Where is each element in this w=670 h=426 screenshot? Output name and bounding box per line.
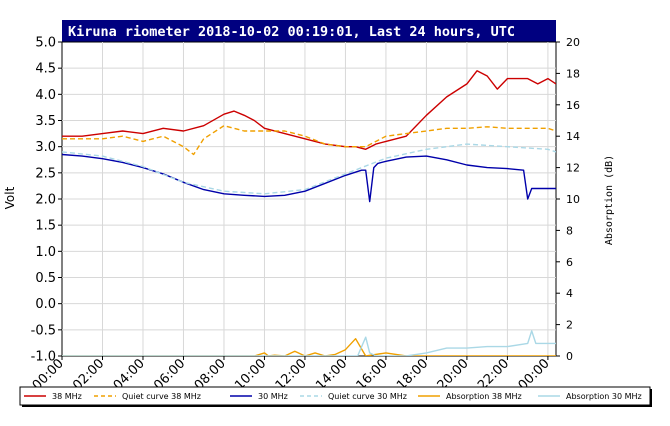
y2-tick-label: 18 [566,67,580,80]
y2-tick-label: 16 [566,99,580,112]
y2-tick-label: 14 [566,130,580,143]
y2-tick-label: 4 [566,287,573,300]
legend-entry: 38 MHz [52,392,82,401]
y2-tick-label: 8 [566,224,573,237]
y-tick-label: 2.0 [35,193,56,208]
y-axis-label: Volt [3,186,17,209]
y2-tick-label: 20 [566,36,580,49]
legend-entry: Quiet curve 30 MHz [328,392,407,401]
y2-tick-label: 6 [566,256,573,269]
y-axis-left: -1.0 -0.5 0.0 0.5 1.0 1.5 2.0 2.5 3.0 3.5 4.0 4.5 5.… [31,36,62,365]
y2-axis-label: Absorption (dB) [604,155,615,245]
series-line-quiet-curve-30-mhz [62,143,556,195]
y-tick-label: -0.5 [31,323,56,338]
y-tick-label: 3.0 [35,140,56,155]
grid-lines [62,42,556,356]
y-tick-label: 0.5 [35,271,56,286]
chart-title: Kiruna riometer 2018-10-02 00:19:01, Las… [68,24,515,40]
legend-entry: 30 MHz [258,392,288,401]
y-tick-label: -1.0 [31,350,56,365]
series-line-absorption-30-mhz [62,330,556,356]
legend-entry: Quiet curve 38 MHz [122,392,201,401]
y-tick-label: 1.0 [35,245,56,260]
legend-shadow-right [650,389,652,407]
y2-tick-label: 0 [566,350,573,363]
legend: 38 MHz Quiet curve 38 MHz 30 MHz Quiet curv… [24,392,642,401]
y2-tick-label: 10 [566,193,580,206]
series-line-quiet-curve-38-mhz [62,124,556,156]
y-tick-label: 4.0 [35,88,56,103]
y-tick-label: 5.0 [35,36,56,51]
title-bar [62,20,556,42]
series-group [62,70,556,356]
legend-shadow-bottom [22,405,652,407]
y2-tick-label: 2 [566,319,573,332]
legend-entry: Absorption 38 MHz [446,392,522,401]
y-tick-label: 1.5 [35,219,56,234]
y-tick-label: 0.0 [35,297,56,312]
y-tick-label: 4.5 [35,62,56,77]
legend-entry: Absorption 30 MHz [566,392,642,401]
y-tick-label: 2.5 [35,166,56,181]
y-tick-label: 3.5 [35,114,56,129]
y-axis-right: 0 2 4 6 8 10 12 14 16 18 20 [556,36,580,363]
y2-tick-label: 12 [566,162,580,175]
